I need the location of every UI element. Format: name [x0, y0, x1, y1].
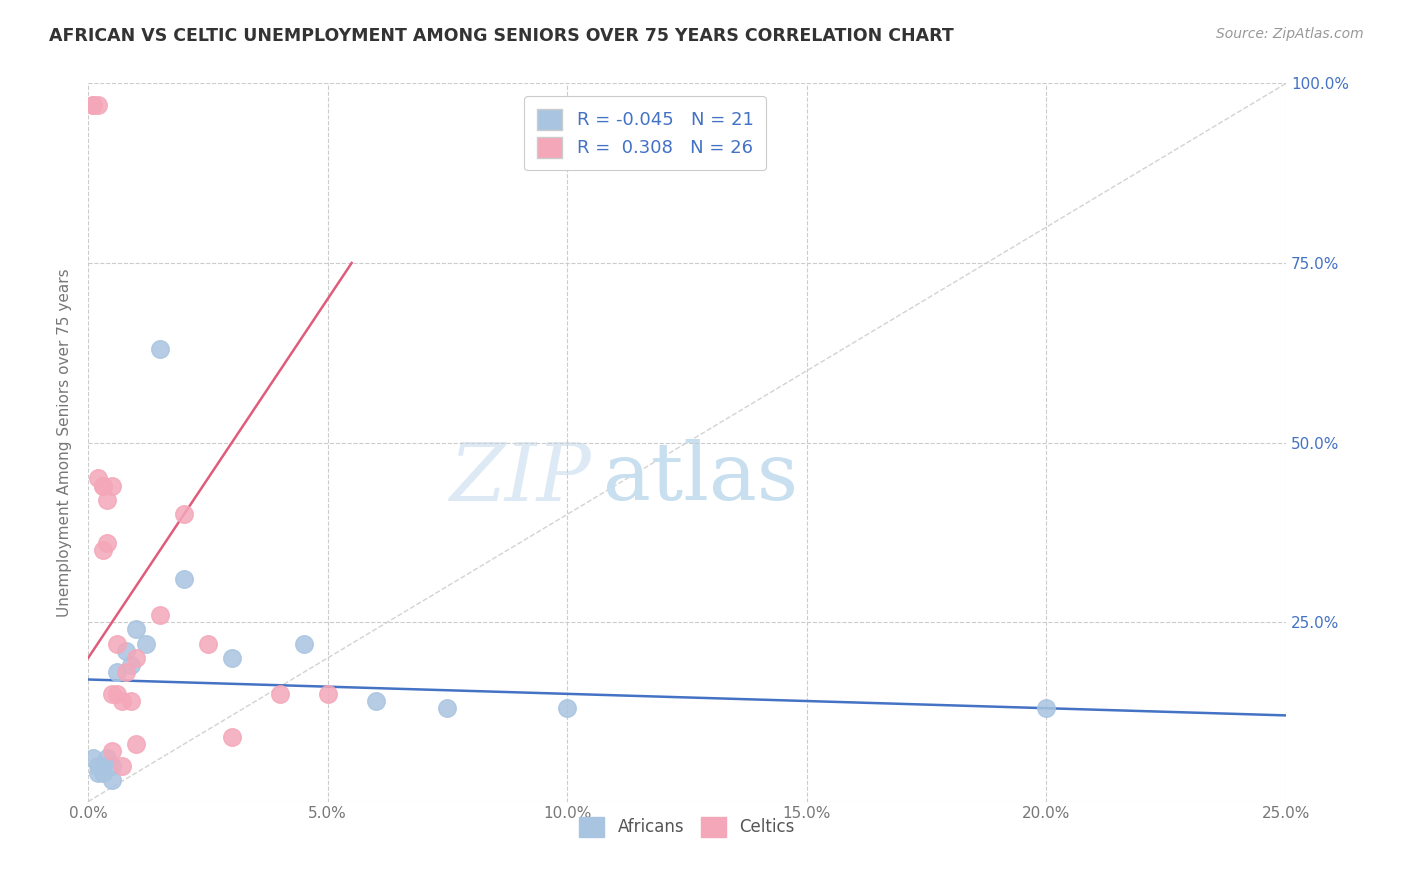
Point [316, 687, 339, 701]
Point [91, 478, 114, 492]
Point [101, 772, 124, 787]
Point [105, 637, 128, 651]
Point [87, 758, 110, 772]
Point [96, 536, 118, 550]
Point [82, 98, 104, 112]
Point [105, 665, 128, 680]
Point [120, 694, 142, 708]
Point [87, 765, 110, 780]
Point [101, 478, 124, 492]
Point [292, 637, 315, 651]
Point [135, 637, 157, 651]
Point [101, 744, 124, 758]
Text: ZIP: ZIP [450, 440, 592, 517]
Point [111, 758, 134, 772]
Text: Source: ZipAtlas.com: Source: ZipAtlas.com [1216, 27, 1364, 41]
Point [115, 665, 138, 680]
Point [173, 508, 195, 522]
Point [91, 478, 114, 492]
Point [221, 730, 243, 744]
Point [173, 572, 195, 586]
Point [111, 694, 134, 708]
Point [91, 543, 114, 558]
Point [436, 701, 458, 715]
Point [91, 765, 114, 780]
Point [125, 622, 148, 636]
Point [101, 758, 124, 772]
Point [125, 737, 148, 751]
Point [221, 651, 243, 665]
Point [101, 687, 124, 701]
Point [87, 471, 110, 485]
Point [82, 751, 104, 765]
Point [91, 758, 114, 772]
Point [105, 687, 128, 701]
Point [149, 342, 172, 356]
Point [120, 658, 142, 673]
Point [87, 98, 110, 112]
Point [96, 492, 118, 507]
Point [82, 98, 104, 112]
Point [115, 644, 138, 658]
Point [149, 607, 172, 622]
Point [197, 637, 219, 651]
Point [269, 687, 291, 701]
Point [555, 701, 578, 715]
Text: AFRICAN VS CELTIC UNEMPLOYMENT AMONG SENIORS OVER 75 YEARS CORRELATION CHART: AFRICAN VS CELTIC UNEMPLOYMENT AMONG SEN… [49, 27, 953, 45]
Point [1035, 701, 1057, 715]
Text: atlas: atlas [603, 440, 799, 517]
Point [96, 751, 118, 765]
Y-axis label: Unemployment Among Seniors over 75 years: Unemployment Among Seniors over 75 years [58, 268, 72, 617]
Legend: Africans, Celtics: Africans, Celtics [572, 810, 801, 844]
Point [125, 651, 148, 665]
Point [364, 694, 387, 708]
